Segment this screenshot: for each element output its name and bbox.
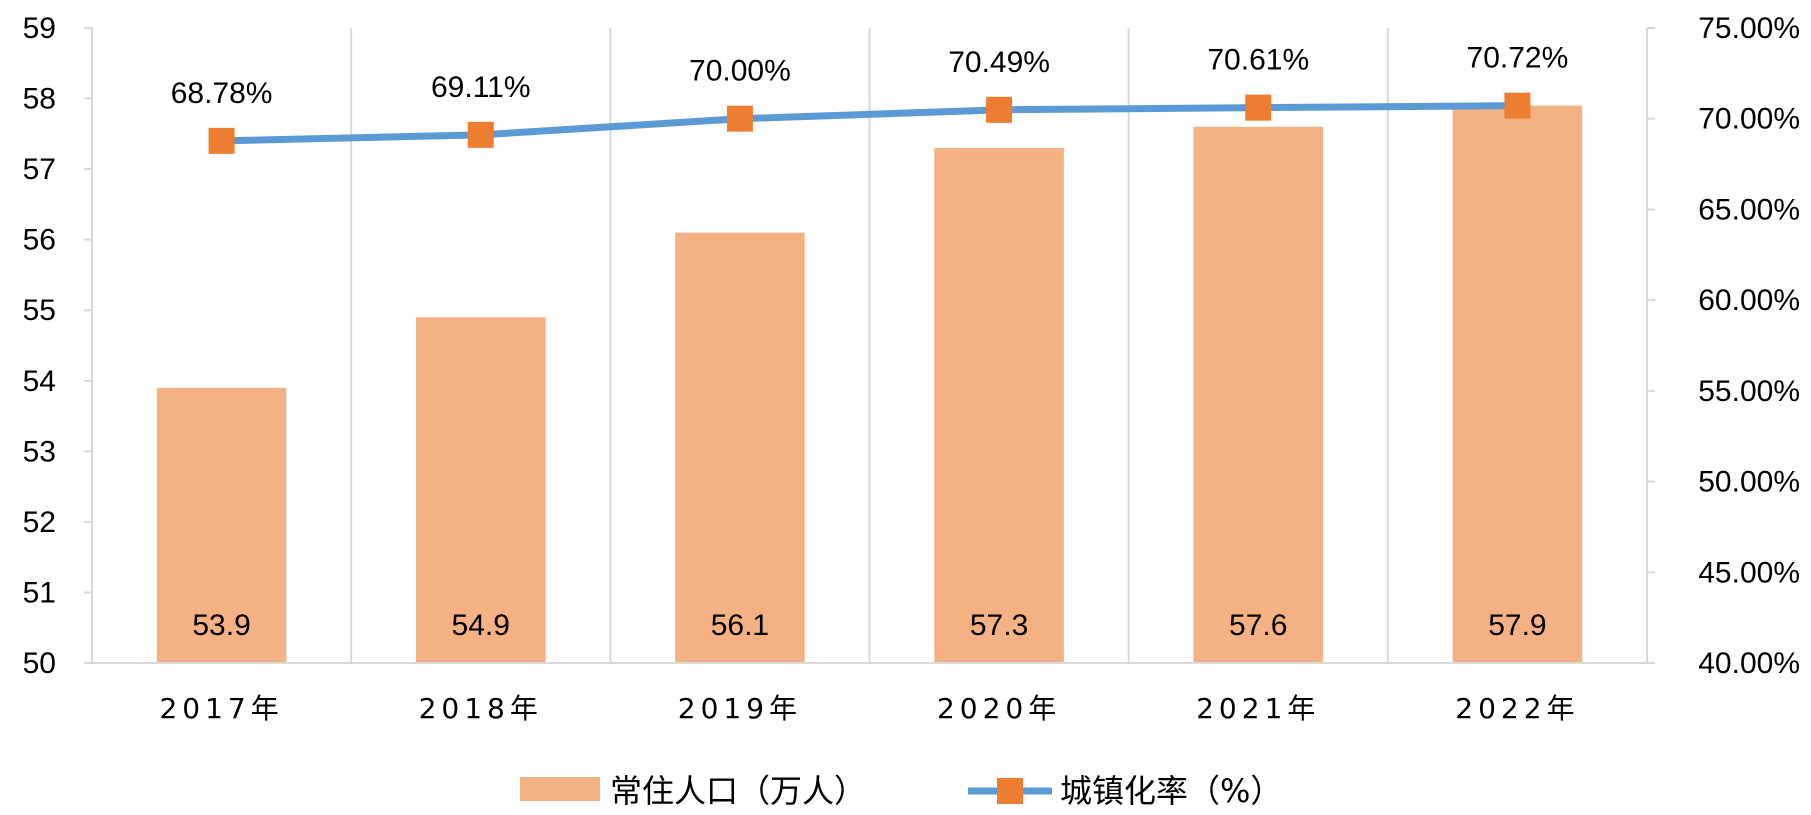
legend-swatch-urbanization-marker xyxy=(997,778,1023,804)
legend-label-urbanization: 城镇化率（%） xyxy=(1060,772,1282,810)
line-value-label: 70.00% xyxy=(689,55,791,88)
category-label: 2019年 xyxy=(678,692,802,725)
line-data-labels: 68.78% 69.11% 70.00% 70.49% 70.61% 70.72% xyxy=(171,42,1569,110)
line-marker xyxy=(467,121,494,148)
bar-series-population xyxy=(156,105,1583,664)
left-axis-tick-label: 58 xyxy=(23,83,56,116)
category-labels: 2017年 2018年 2019年 2020年 2021年 2022年 xyxy=(159,692,1579,725)
bar-value-label: 54.9 xyxy=(452,609,510,642)
left-axis-tick-label: 52 xyxy=(23,506,56,539)
bar xyxy=(1452,105,1583,664)
right-axis-tick-labels: 40.00% 45.00% 50.00% 55.00% 60.00% 65.00% 70.0… xyxy=(1698,12,1800,680)
bar-value-label: 57.3 xyxy=(970,609,1028,642)
left-axis-tick-label: 53 xyxy=(23,435,56,468)
line-marker xyxy=(726,105,753,132)
vertical-gridlines xyxy=(350,28,1389,663)
bar-value-label: 57.9 xyxy=(1488,609,1546,642)
bar xyxy=(675,232,805,663)
line-marker xyxy=(1245,94,1272,121)
left-axis-tick-label: 57 xyxy=(23,153,56,186)
right-axis-tick-label: 70.00% xyxy=(1698,103,1800,136)
line-marker xyxy=(986,96,1013,123)
bar xyxy=(415,317,546,663)
bar-value-label: 57.6 xyxy=(1229,609,1287,642)
urbanization-line xyxy=(221,102,1518,145)
line-value-label: 68.78% xyxy=(171,77,273,110)
right-axis-tick-label: 40.00% xyxy=(1698,647,1800,680)
bar xyxy=(934,147,1064,663)
right-axis-tick-label: 65.00% xyxy=(1698,193,1800,226)
line-marker xyxy=(1504,92,1531,119)
line-value-label: 70.49% xyxy=(948,46,1050,79)
line-value-label: 70.72% xyxy=(1467,42,1569,75)
left-axis-tick-label: 51 xyxy=(23,576,56,609)
bar-value-label: 53.9 xyxy=(192,609,250,642)
category-label: 2017年 xyxy=(159,692,283,725)
line-marker xyxy=(208,127,235,154)
category-label: 2020年 xyxy=(937,692,1061,725)
left-axis-tick-labels: 50 51 52 53 54 55 56 57 58 59 xyxy=(23,12,56,680)
left-axis-tick-label: 56 xyxy=(23,224,56,257)
line-value-label: 70.61% xyxy=(1207,44,1309,77)
bar xyxy=(1193,126,1324,664)
category-label: 2021年 xyxy=(1196,692,1320,725)
right-axis-tick-label: 50.00% xyxy=(1698,466,1800,499)
left-axis-tick-label: 54 xyxy=(23,365,56,398)
left-axis-tick-label: 50 xyxy=(23,647,56,680)
line-series-urbanization xyxy=(208,92,1531,154)
bar xyxy=(156,387,287,663)
right-axis-tick-label: 60.00% xyxy=(1698,284,1800,317)
right-axis-tick-label: 55.00% xyxy=(1698,375,1800,408)
axes xyxy=(84,27,1655,664)
bar-value-label: 56.1 xyxy=(711,609,769,642)
category-label: 2018年 xyxy=(419,692,543,725)
right-axis-tick-label: 45.00% xyxy=(1698,556,1800,589)
left-axis-tick-label: 55 xyxy=(23,294,56,327)
bar-data-labels: 53.9 54.9 56.1 57.3 57.6 57.9 xyxy=(192,609,1546,642)
legend: 常住人口（万人） 城镇化率（%） xyxy=(520,772,1282,810)
left-axis-tick-label: 59 xyxy=(23,12,56,45)
right-axis-tick-label: 75.00% xyxy=(1698,12,1800,45)
legend-swatch-population xyxy=(520,777,600,801)
legend-label-population: 常住人口（万人） xyxy=(610,772,866,810)
category-label: 2022年 xyxy=(1455,692,1579,725)
line-value-label: 69.11% xyxy=(431,71,531,104)
